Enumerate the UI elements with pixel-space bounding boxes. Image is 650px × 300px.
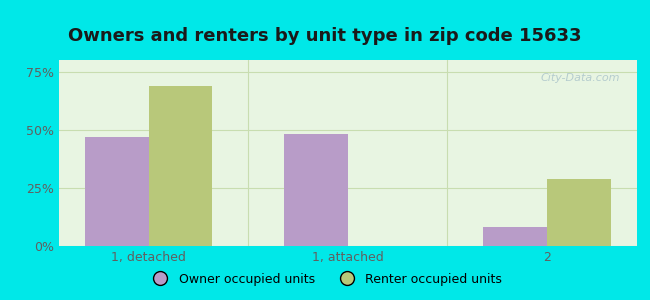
Text: Owners and renters by unit type in zip code 15633: Owners and renters by unit type in zip c…	[68, 27, 582, 45]
Bar	[284, 134, 348, 246]
Bar	[547, 178, 611, 246]
Text: City-Data.com: City-Data.com	[540, 73, 619, 83]
Bar	[84, 137, 149, 246]
Legend: Owner occupied units, Renter occupied units: Owner occupied units, Renter occupied un…	[143, 268, 507, 291]
Bar	[149, 85, 213, 246]
Bar	[483, 227, 547, 246]
